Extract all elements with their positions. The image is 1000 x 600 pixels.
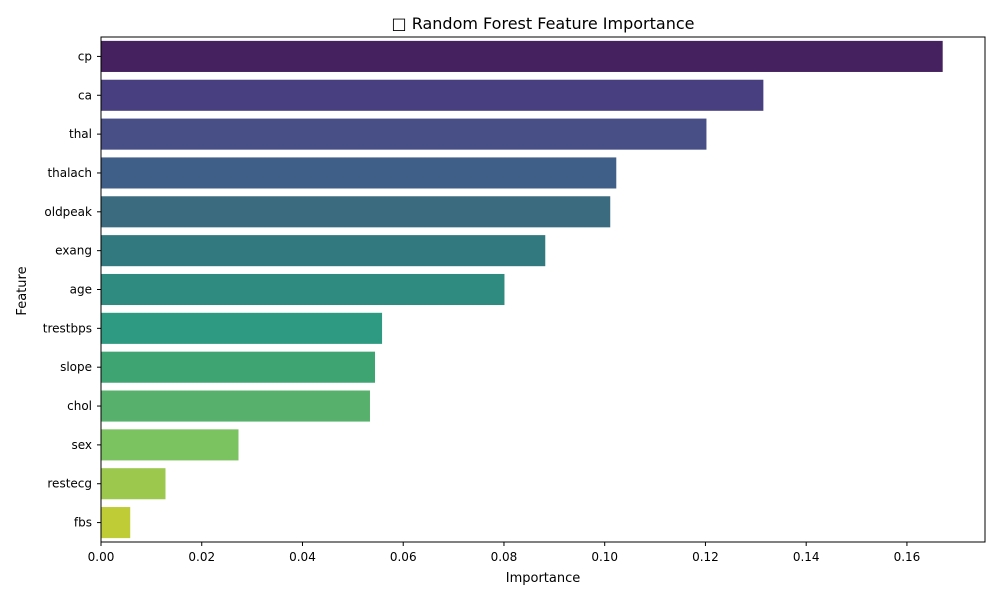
bar-cp — [101, 40, 943, 72]
bar-thal — [101, 118, 707, 150]
y-tick-label-fbs: fbs — [74, 516, 92, 530]
x-axis-label: Importance — [506, 571, 581, 586]
x-tick-label: 0.10 — [591, 550, 618, 564]
y-tick-label-chol: chol — [67, 399, 92, 413]
bar-age — [101, 273, 505, 306]
bar-chol — [101, 390, 370, 422]
y-tick-label-exang: exang — [55, 244, 92, 258]
y-tick-label-ca: ca — [78, 88, 92, 102]
y-tick-label-slope: slope — [60, 360, 92, 374]
y-tick-label-sex: sex — [71, 438, 92, 452]
bar-exang — [101, 235, 546, 267]
y-axis-ticks: cp ca thal thalach oldpeak exang age trestbps sl… — [43, 49, 101, 530]
x-tick-label: 0.16 — [894, 550, 921, 564]
y-tick-label-trestbps: trestbps — [43, 321, 92, 335]
bar-trestbps — [101, 312, 383, 344]
x-tick-label: 0.00 — [88, 550, 115, 564]
y-tick-label-restecg: restecg — [47, 477, 92, 491]
bar-slope — [101, 351, 376, 383]
x-axis-ticks: 0.00 0.02 0.04 0.06 0.08 0.10 0.12 0.14 0.16 — [88, 542, 921, 564]
x-tick-label: 0.12 — [692, 550, 719, 564]
y-tick-label-age: age — [70, 283, 92, 297]
y-axis-label: Feature — [15, 266, 30, 315]
y-tick-label-thal: thal — [69, 127, 92, 141]
bar-fbs — [101, 507, 131, 539]
x-tick-label: 0.06 — [390, 550, 417, 564]
x-tick-label: 0.02 — [188, 550, 215, 564]
y-tick-label-cp: cp — [78, 49, 92, 63]
chart-title: □ Random Forest Feature Importance — [392, 14, 695, 33]
plot-frame — [100, 36, 986, 543]
bars-group — [101, 40, 943, 539]
x-tick-label: 0.14 — [793, 550, 820, 564]
bar-ca — [101, 79, 764, 111]
bar-oldpeak — [101, 196, 611, 228]
bar-sex — [101, 429, 239, 461]
x-tick-label: 0.08 — [491, 550, 518, 564]
y-tick-label-thalach: thalach — [47, 166, 92, 180]
bar-thalach — [101, 157, 617, 189]
bar-restecg — [101, 468, 166, 500]
x-tick-label: 0.04 — [289, 550, 316, 564]
y-tick-label-oldpeak: oldpeak — [44, 205, 92, 219]
